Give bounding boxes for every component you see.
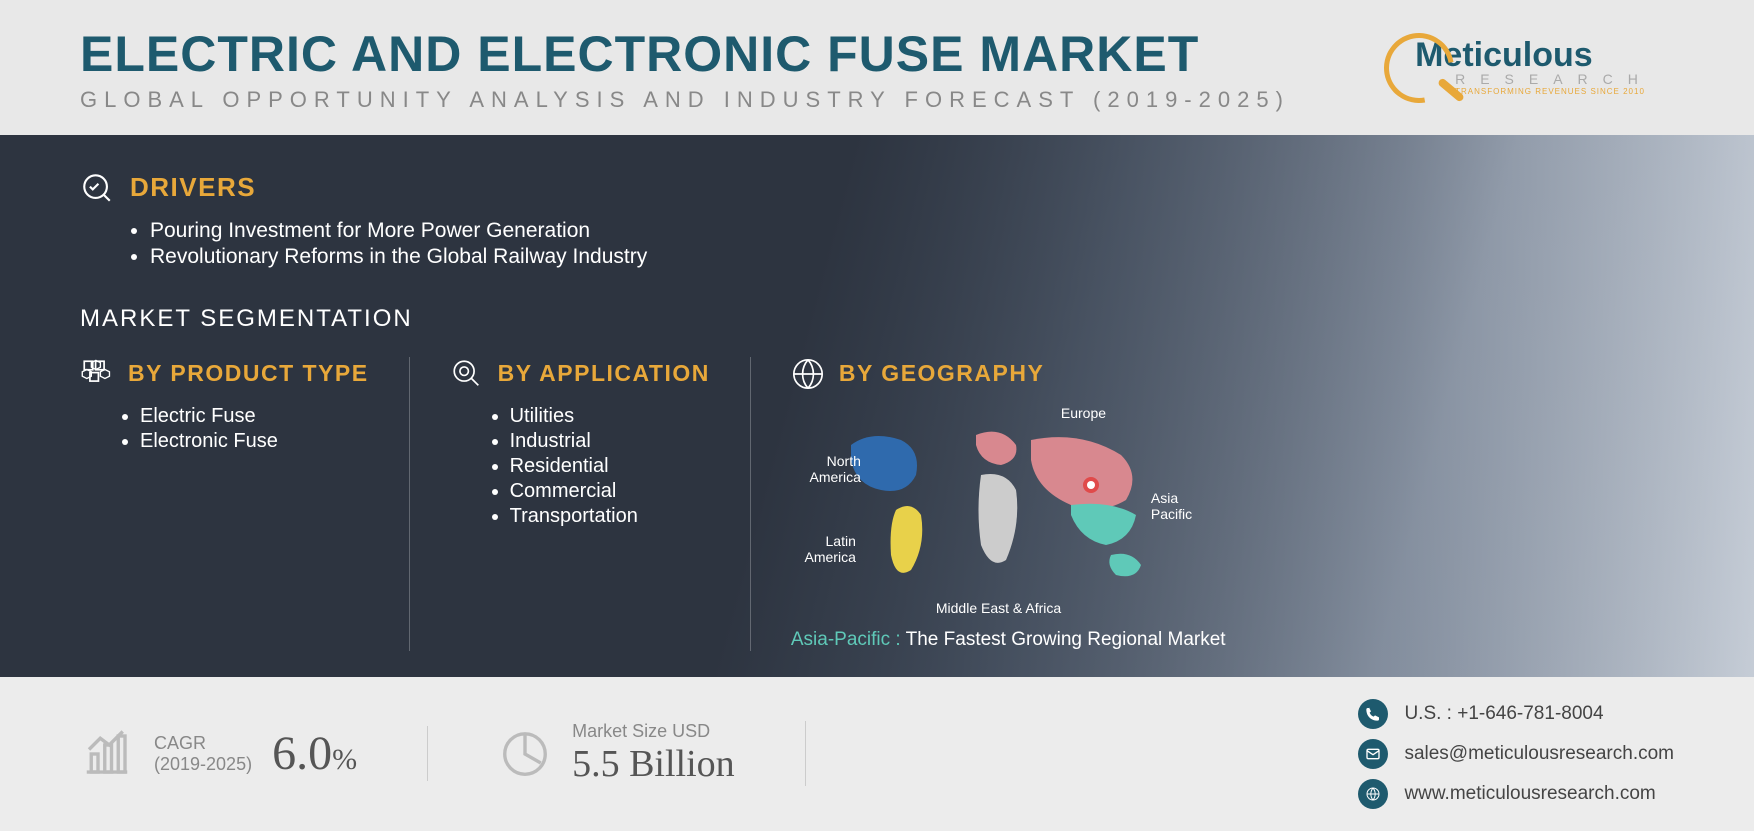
seg-col-geography: BY GEOGRAPHY Europe Nor [791, 357, 1266, 651]
region-label-latin-america: Latin America [791, 533, 856, 565]
seg-col-title: BY APPLICATION [498, 360, 710, 387]
web-icon [1358, 779, 1388, 809]
main-panel: DRIVERS Pouring Investment for More Powe… [0, 135, 1754, 677]
logo-tagline: TRANSFORMING REVENUES SINCE 2010 [1455, 87, 1645, 96]
cubes-icon [80, 357, 114, 391]
email-icon [1358, 739, 1388, 769]
contact-email-row: sales@meticulousresearch.com [1358, 739, 1674, 769]
footnote-rest: The Fastest Growing Regional Market [901, 629, 1226, 650]
region-label-mea: Middle East & Africa [936, 600, 1061, 616]
cagr-period: (2019-2025) [154, 754, 252, 774]
segmentation-columns: BY PRODUCT TYPE Electric Fuse Electronic… [80, 357, 1674, 651]
contact-block: U.S. : +1-646-781-8004 sales@meticulousr… [1358, 699, 1674, 809]
analysis-icon [80, 171, 114, 205]
infographic-root: ELECTRIC AND ELECTRONIC FUSE MARKET GLOB… [0, 0, 1754, 822]
list-item: Electronic Fuse [140, 430, 369, 453]
list-item: Electric Fuse [140, 405, 369, 428]
seg-col-title: BY PRODUCT TYPE [128, 360, 369, 387]
header: ELECTRIC AND ELECTRONIC FUSE MARKET GLOB… [0, 0, 1754, 135]
world-map-svg [821, 415, 1181, 605]
footnote-highlight: Asia-Pacific : [791, 629, 901, 650]
logo-sub-text: RESEARCH [1455, 71, 1653, 87]
contact-web-row: www.meticulousresearch.com [1358, 779, 1674, 809]
list-item: Industrial [510, 430, 710, 453]
brand-logo: Meticulous RESEARCH TRANSFORMING REVENUE… [1394, 28, 1674, 108]
bar-chart-icon [80, 727, 134, 781]
seg-col-application: BY APPLICATION Utilities Industrial Resi… [450, 357, 751, 651]
list-item: Utilities [510, 405, 710, 428]
region-label-europe: Europe [1061, 405, 1106, 421]
driver-item: Revolutionary Reforms in the Global Rail… [150, 245, 1674, 269]
driver-item: Pouring Investment for More Power Genera… [150, 219, 1674, 243]
market-size-block: Market Size USD 5.5 Billion [498, 721, 806, 786]
footer: CAGR (2019-2025) 6.0% Market Size USD 5.… [0, 677, 1754, 831]
region-label-north-america: North America [791, 453, 861, 485]
drivers-title: DRIVERS [130, 172, 256, 203]
seg-col-product-type: BY PRODUCT TYPE Electric Fuse Electronic… [80, 357, 410, 651]
cagr-label: CAGR [154, 733, 206, 753]
magnify-icon [450, 357, 484, 391]
seg-col-title: BY GEOGRAPHY [839, 360, 1044, 387]
market-size-value: 5.5 Billion [572, 742, 735, 786]
list-item: Commercial [510, 480, 710, 503]
email-text: sales@meticulousresearch.com [1404, 743, 1674, 765]
cagr-block: CAGR (2019-2025) 6.0% [80, 726, 428, 781]
page-subtitle: GLOBAL OPPORTUNITY ANALYSIS AND INDUSTRY… [80, 87, 1394, 113]
drivers-header: DRIVERS [80, 171, 1674, 205]
pie-chart-icon [498, 727, 552, 781]
application-list: Utilities Industrial Residential Commerc… [510, 405, 710, 528]
region-label-asia-pacific: Asia Pacific [1151, 490, 1211, 522]
product-type-list: Electric Fuse Electronic Fuse [140, 405, 369, 453]
header-text-block: ELECTRIC AND ELECTRONIC FUSE MARKET GLOB… [80, 28, 1394, 113]
cagr-value: 6.0% [272, 726, 357, 781]
world-map: Europe North America Asia Pacific Latin … [791, 405, 1211, 625]
market-size-label: Market Size USD [572, 721, 735, 742]
globe-icon [791, 357, 825, 391]
page-title: ELECTRIC AND ELECTRONIC FUSE MARKET [80, 28, 1394, 81]
contact-phone-row: U.S. : +1-646-781-8004 [1358, 699, 1674, 729]
phone-text: U.S. : +1-646-781-8004 [1404, 703, 1603, 725]
geography-footnote: Asia-Pacific : The Fastest Growing Regio… [791, 629, 1226, 651]
list-item: Residential [510, 455, 710, 478]
web-text: www.meticulousresearch.com [1404, 783, 1655, 805]
drivers-list: Pouring Investment for More Power Genera… [150, 219, 1674, 269]
segmentation-title: MARKET SEGMENTATION [80, 305, 1674, 333]
list-item: Transportation [510, 505, 710, 528]
phone-icon [1358, 699, 1388, 729]
